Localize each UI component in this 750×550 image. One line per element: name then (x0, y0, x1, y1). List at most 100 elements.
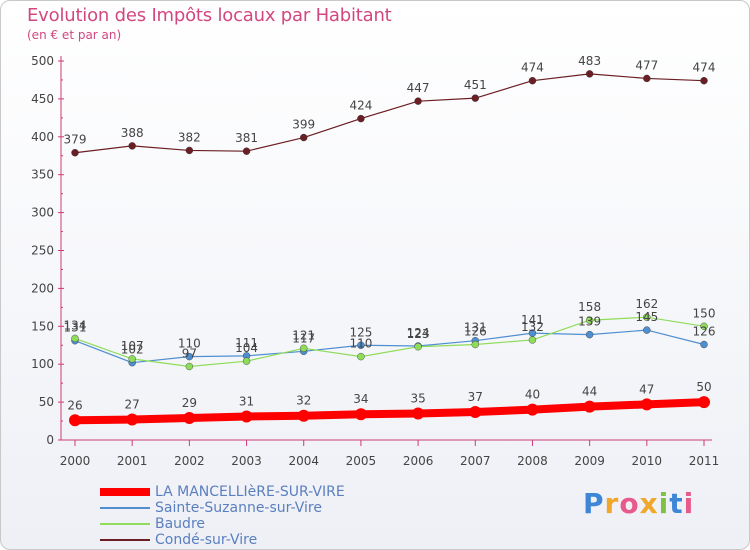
data-label: 131 (64, 321, 87, 335)
data-label: 104 (235, 341, 258, 355)
data-label: 27 (125, 398, 140, 412)
data-label: 102 (121, 343, 144, 357)
data-label: 388 (121, 126, 144, 140)
data-point (240, 410, 253, 423)
data-point (526, 403, 539, 416)
data-point (357, 114, 365, 123)
data-point (412, 407, 425, 420)
data-label: 381 (235, 131, 258, 145)
y-tick-label: 450 (31, 92, 54, 106)
data-point (471, 340, 479, 349)
data-label: 126 (464, 324, 487, 338)
data-label: 40 (525, 388, 540, 402)
data-point (640, 398, 653, 411)
data-point (585, 70, 594, 78)
data-point (300, 344, 308, 352)
x-tick-label: 2011 (689, 454, 720, 468)
data-point (242, 147, 251, 155)
data-point (643, 74, 651, 83)
data-point (128, 142, 136, 150)
legend-label: Sainte-Suzanne-sur-Vire (155, 500, 322, 516)
data-point (643, 313, 651, 321)
series-line (74, 73, 705, 154)
data-label: 44 (582, 385, 597, 399)
x-tick-label: 2003 (231, 454, 262, 468)
data-point (414, 343, 422, 351)
data-label: 111 (235, 336, 258, 350)
data-point (300, 133, 308, 142)
x-tick-label: 2002 (174, 454, 205, 468)
data-point (128, 355, 136, 363)
data-label: 123 (407, 327, 430, 341)
series-line (74, 329, 705, 364)
data-label: 124 (407, 326, 430, 340)
data-label: 477 (635, 58, 658, 72)
data-label: 131 (464, 321, 487, 335)
data-point (126, 413, 139, 426)
data-point (700, 322, 708, 330)
series-layer (69, 70, 710, 427)
data-label: 162 (635, 297, 658, 311)
data-label: 121 (292, 328, 315, 342)
data-label: 125 (349, 325, 372, 339)
data-point (185, 146, 194, 155)
data-point (354, 408, 367, 421)
data-label: 50 (696, 380, 711, 394)
data-label: 126 (693, 324, 716, 338)
data-label: 139 (578, 315, 601, 329)
data-label: 47 (639, 382, 654, 396)
data-point (185, 362, 194, 371)
data-label: 32 (296, 394, 311, 408)
data-label: 134 (64, 318, 87, 332)
data-point (71, 334, 79, 343)
data-label: 150 (693, 306, 716, 320)
y-tick-label: 250 (31, 244, 54, 258)
data-point (643, 326, 651, 334)
legend-swatch (100, 523, 150, 525)
data-label: 483 (578, 54, 601, 68)
data-point (528, 77, 537, 85)
data-label: 382 (178, 130, 201, 144)
chart-subtitle: (en € et par an) (27, 28, 122, 42)
x-tick-label: 2009 (574, 454, 605, 468)
data-point (585, 316, 594, 324)
data-label: 399 (292, 118, 315, 132)
legend-swatch (100, 507, 150, 509)
y-tick-label: 100 (31, 357, 54, 371)
legend-swatch (100, 539, 150, 541)
y-tick-label: 50 (39, 395, 54, 409)
data-point (185, 352, 194, 361)
data-point (469, 405, 482, 418)
data-point (69, 414, 81, 427)
x-tick-label: 2008 (517, 454, 548, 468)
data-point (183, 412, 196, 425)
series-line (71, 398, 708, 425)
y-tick-label: 150 (31, 319, 54, 333)
chart-title: Evolution des Impôts locaux par Habitant (27, 5, 392, 26)
legend-label: Condé-sur-Vire (155, 532, 258, 548)
data-point (698, 396, 710, 409)
x-tick-label: 2005 (346, 454, 377, 468)
data-label: 34 (353, 392, 368, 406)
data-point (583, 400, 596, 413)
y-tick-label: 300 (31, 206, 54, 220)
data-point (71, 149, 79, 157)
data-label: 145 (635, 310, 658, 324)
data-label: 35 (410, 391, 425, 405)
y-tick-label: 500 (31, 54, 54, 68)
x-tick-label: 2006 (403, 454, 434, 468)
data-point (242, 357, 251, 365)
legend-swatch (100, 488, 150, 496)
data-label: 451 (464, 78, 487, 92)
data-point (700, 340, 708, 349)
data-label: 132 (521, 320, 544, 334)
series-line (74, 316, 705, 368)
data-label: 110 (349, 337, 372, 351)
y-tick-label: 400 (31, 130, 54, 144)
data-label: 424 (349, 99, 372, 113)
data-label: 107 (121, 339, 144, 353)
x-tick-label: 2004 (288, 454, 319, 468)
legend-label: Baudre (155, 516, 206, 532)
